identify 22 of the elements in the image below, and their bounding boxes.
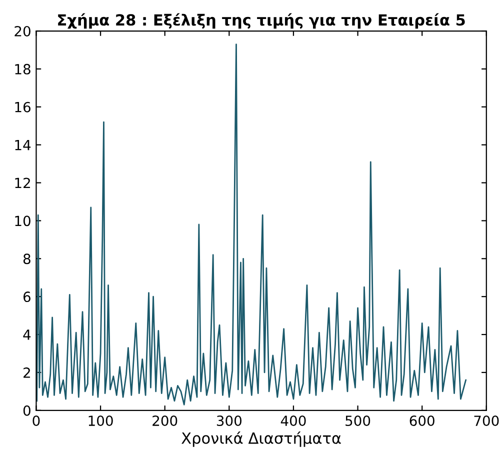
x-tick-label: 400 xyxy=(280,416,306,426)
x-tick-label: 100 xyxy=(88,416,113,426)
y-tick-label: 18 xyxy=(15,64,30,74)
x-tick-label: 300 xyxy=(216,416,242,426)
y-tick-label: 6 xyxy=(23,292,30,302)
y-tick-label: 10 xyxy=(15,216,30,226)
x-tick-label: 200 xyxy=(152,416,178,426)
x-tick-label: 0 xyxy=(32,416,40,426)
y-tick-label: 0 xyxy=(23,405,30,416)
line-series xyxy=(36,44,467,406)
y-tick-label: 20 xyxy=(14,26,30,36)
y-tick-label: 2 xyxy=(24,367,30,378)
x-tick-label: 600 xyxy=(410,416,434,426)
x-axis-title: Χρονικά Διαστήματα xyxy=(182,431,341,447)
chart-title: Σχήμα 28 : Εξέλιξη της τιμής για την Εταιρεία 5 xyxy=(58,13,465,29)
x-tick-label: 500 xyxy=(346,416,370,426)
y-tick-label: 4 xyxy=(23,330,31,340)
y-tick-label: 14 xyxy=(15,140,31,150)
y-tick-label: 12 xyxy=(15,178,30,188)
x-tick-label: 700 xyxy=(474,416,499,426)
y-tick-label: 16 xyxy=(15,102,30,112)
y-tick-label: 8 xyxy=(23,254,30,264)
